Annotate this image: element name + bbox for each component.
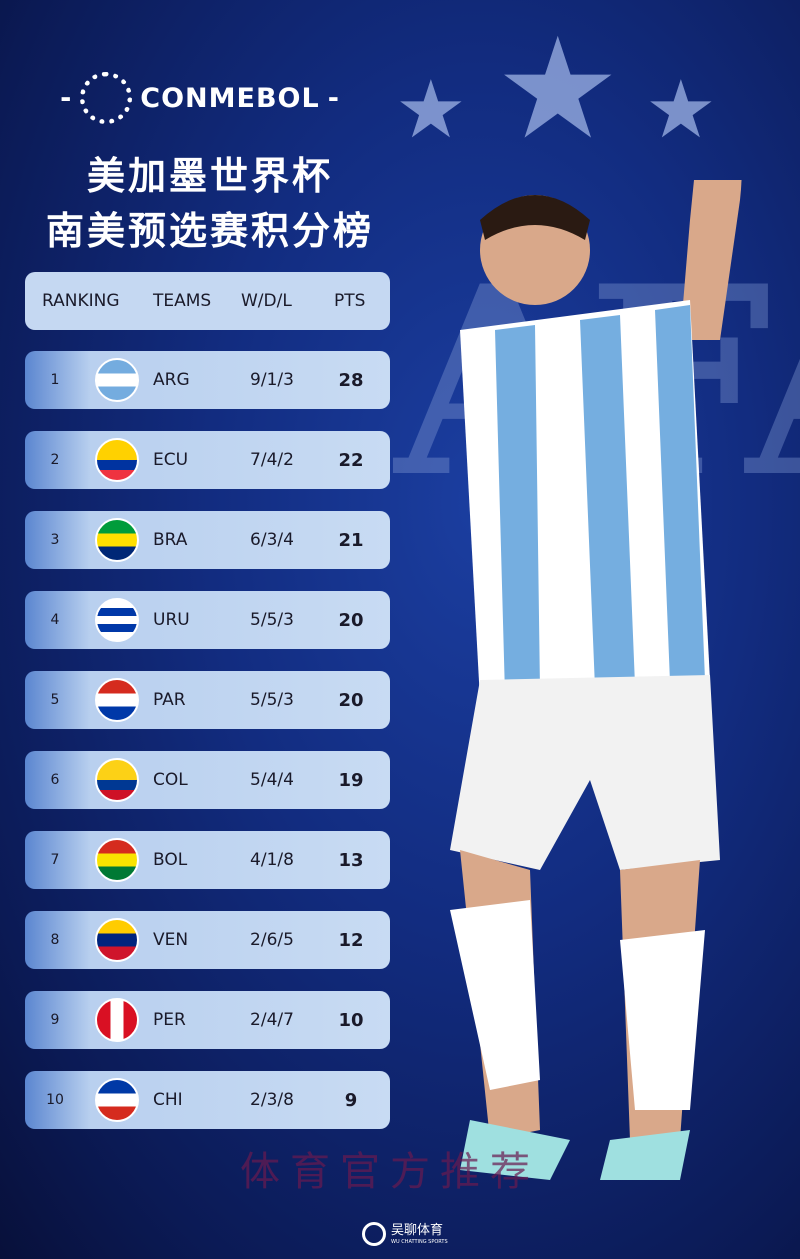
wdl: 7/4/2 [250,450,294,470]
team-name: CHI [153,1090,183,1110]
brand-icon [362,1222,386,1246]
team-name: PER [153,1010,186,1030]
flag-icon [95,358,139,402]
team-name: URU [153,610,190,630]
flag-icon [95,518,139,562]
points: 19 [338,769,364,791]
table-row: 2 ECU 7/4/2 22 [25,431,390,489]
flag-icon [95,838,139,882]
rank: 9 [50,1012,60,1028]
brand-sub: WU CHATTING SPORTS [391,1238,448,1245]
rank: 1 [50,372,60,388]
table-row: 4 URU 5/5/3 20 [25,591,390,649]
wdl: 2/3/8 [250,1090,294,1110]
rank: 6 [50,772,60,788]
team-name: ARG [153,370,190,390]
points: 28 [338,369,364,391]
team-name: ECU [153,450,189,470]
flag-icon [95,598,139,642]
wdl: 5/5/3 [250,610,294,630]
wdl: 6/3/4 [250,530,294,550]
flag-icon [95,1078,139,1122]
star-decoration: ★ [395,63,467,156]
table-row: 1 ARG 9/1/3 28 [25,351,390,409]
rank: 5 [50,692,60,708]
table-row: 3 BRA 6/3/4 21 [25,511,390,569]
points: 12 [338,929,364,951]
title-line2: 南美预选赛积分榜 [45,209,374,253]
star-decoration: ★ [645,63,717,156]
team-name: PAR [153,690,186,710]
col-wdl: W/D/L [241,291,292,311]
player-photo [450,180,742,1180]
team-name: BRA [153,530,188,550]
logo-text: CONMEBOL [140,82,320,114]
table-row: 5 PAR 5/5/3 20 [25,671,390,729]
conmebol-logo: - CONMEBOL - [0,72,400,124]
team-name: COL [153,770,188,790]
team-name: VEN [153,930,189,950]
flag-icon [95,918,139,962]
brand-name: 吴聊体育 [391,1223,444,1239]
title-line1: 美加墨世界杯 [86,154,333,198]
rank: 2 [50,452,60,468]
wdl: 4/1/8 [250,850,294,870]
flag-icon [95,678,139,722]
rank: 3 [50,532,60,548]
points: 21 [338,529,364,551]
rank: 8 [50,932,60,948]
wdl: 5/4/4 [250,770,294,790]
col-pts: PTS [334,291,366,311]
points: 22 [338,449,364,471]
wdl: 9/1/3 [250,370,294,390]
flag-icon [95,998,139,1042]
star-decoration: ★ [495,8,621,171]
points: 9 [344,1089,358,1111]
football-icon [80,72,133,124]
wdl: 2/6/5 [250,930,294,950]
wdl: 5/5/3 [250,690,294,710]
brand-logo: 吴聊体育 WU CHATTING SPORTS [362,1222,448,1246]
rank: 10 [46,1092,64,1108]
team-name: BOL [153,850,188,870]
flag-icon [95,758,139,802]
wdl: 2/4/7 [250,1010,294,1030]
points: 13 [338,849,364,871]
points: 20 [338,689,364,711]
flag-icon [95,438,139,482]
col-ranking: RANKING [42,291,120,311]
table-row: 10 CHI 2/3/8 9 [25,1071,390,1129]
rank: 7 [50,852,60,868]
table-row: 9 PER 2/4/7 10 [25,991,390,1049]
watermark: 体育官方推荐 [240,1149,540,1195]
rank: 4 [50,612,60,628]
points: 10 [338,1009,364,1031]
table-header: RANKING TEAMS W/D/L PTS [25,272,390,330]
table-row: 6 COL 5/4/4 19 [25,751,390,809]
table-row: 8 VEN 2/6/5 12 [25,911,390,969]
col-teams: TEAMS [153,291,212,311]
points: 20 [338,609,364,631]
table-row: 7 BOL 4/1/8 13 [25,831,390,889]
